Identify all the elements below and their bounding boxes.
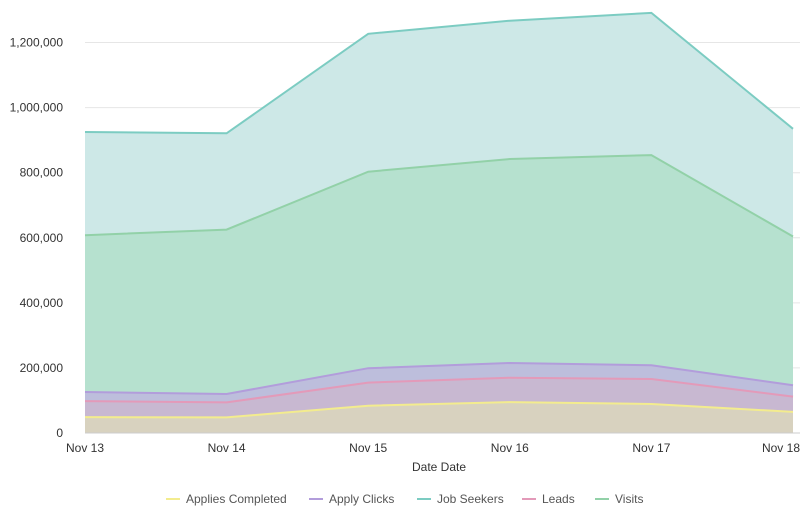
- line-visits: [84, 154, 794, 238]
- x-tick-label: Nov 16: [491, 441, 529, 455]
- y-tick-label: 0: [56, 426, 63, 440]
- area-visits: [85, 155, 793, 433]
- legend-label: Visits: [615, 492, 643, 506]
- legend-item-applies-completed[interactable]: Applies Completed: [166, 492, 287, 506]
- x-tick-label: Nov 13: [66, 441, 104, 455]
- x-tick-label: Nov 14: [208, 441, 246, 455]
- y-tick-label: 1,000,000: [10, 101, 64, 115]
- x-axis: Nov 13 Nov 14 Nov 15 Nov 16 Nov 17 Nov 18: [66, 432, 800, 455]
- x-tick-label: Nov 15: [349, 441, 387, 455]
- legend-item-visits[interactable]: Visits: [595, 492, 643, 506]
- legend-item-apply-clicks[interactable]: Apply Clicks: [309, 492, 394, 506]
- line-applies-completed: [84, 401, 794, 419]
- legend-label: Applies Completed: [186, 492, 287, 506]
- legend-label: Leads: [542, 492, 575, 506]
- y-tick-label: 600,000: [20, 231, 64, 245]
- area-applies-completed: [85, 402, 793, 433]
- x-axis-title: Date Date: [412, 460, 466, 474]
- line-leads: [84, 376, 794, 404]
- y-axis: 0 200,000 400,000 600,000 800,000 1,000,000 1,…: [10, 36, 64, 440]
- y-tick-label: 1,200,000: [10, 36, 64, 50]
- y-tick-label: 200,000: [20, 361, 64, 375]
- x-tick-label: Nov 17: [632, 441, 670, 455]
- y-tick-label: 800,000: [20, 166, 64, 180]
- x-tick-label: Nov 18: [762, 441, 800, 455]
- line-apply-clicks: [84, 361, 794, 396]
- line-job-seekers: [84, 11, 794, 135]
- legend-label: Job Seekers: [437, 492, 504, 506]
- legend-label: Apply Clicks: [329, 492, 394, 506]
- y-tick-label: 400,000: [20, 296, 64, 310]
- area-layer: [84, 11, 794, 434]
- legend-item-leads[interactable]: Leads: [522, 492, 575, 506]
- legend: Applies Completed Apply Clicks Job Seekers…: [166, 492, 643, 506]
- legend-item-job-seekers[interactable]: Job Seekers: [417, 492, 504, 506]
